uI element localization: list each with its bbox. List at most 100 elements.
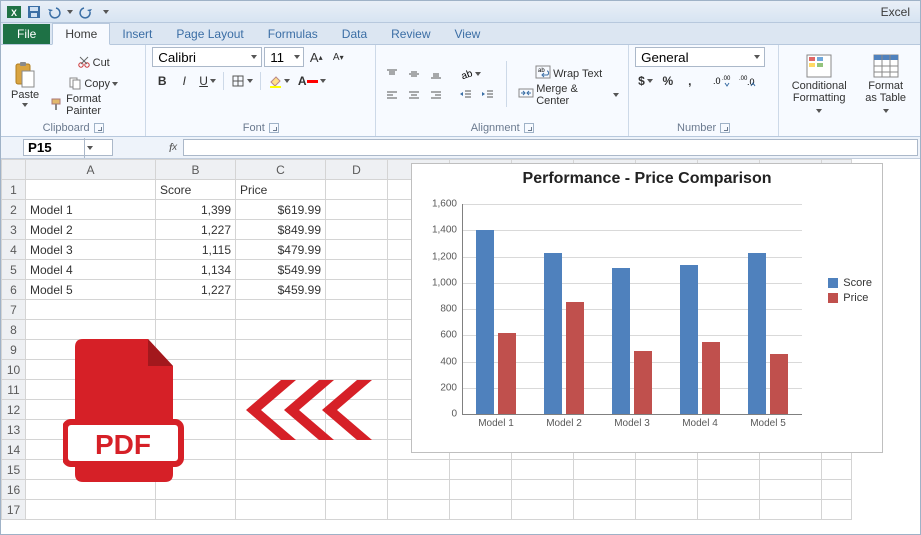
cell-B7[interactable] [156, 300, 236, 320]
cell-K16[interactable] [760, 480, 822, 500]
tab-insert[interactable]: Insert [110, 24, 164, 44]
cell-I15[interactable] [636, 460, 698, 480]
bold-button[interactable]: B [152, 71, 172, 91]
row-header-12[interactable]: 12 [2, 400, 26, 420]
cell-A6[interactable]: Model 5 [26, 280, 156, 300]
undo-dropdown[interactable] [65, 2, 75, 22]
align-middle-button[interactable] [404, 64, 424, 84]
cell-K17[interactable] [760, 500, 822, 520]
worksheet-grid[interactable]: ABCDEFGHIJKL1ScorePrice2Model 11,399$619… [1, 159, 920, 534]
col-header-A[interactable]: A [26, 160, 156, 180]
cell-C17[interactable] [236, 500, 326, 520]
font-dialog-launcher[interactable] [269, 123, 279, 133]
cell-B4[interactable]: 1,115 [156, 240, 236, 260]
cell-H17[interactable] [574, 500, 636, 520]
grow-font-button[interactable]: A▴ [306, 47, 326, 67]
font-name-combo[interactable] [152, 47, 262, 67]
cell-J16[interactable] [698, 480, 760, 500]
font-name-input[interactable] [156, 49, 249, 66]
cell-D9[interactable] [326, 340, 388, 360]
decrease-indent-button[interactable] [456, 85, 476, 105]
border-button[interactable] [228, 71, 256, 91]
cell-H15[interactable] [574, 460, 636, 480]
cell-B3[interactable]: 1,227 [156, 220, 236, 240]
row-header-16[interactable]: 16 [2, 480, 26, 500]
cell-L16[interactable] [822, 480, 852, 500]
cell-C9[interactable] [236, 340, 326, 360]
cell-D6[interactable] [326, 280, 388, 300]
font-color-button[interactable]: A [295, 71, 329, 91]
cell-C16[interactable] [236, 480, 326, 500]
cell-A7[interactable] [26, 300, 156, 320]
cell-F16[interactable] [450, 480, 512, 500]
orientation-button[interactable]: ab [456, 64, 484, 84]
cell-G17[interactable] [512, 500, 574, 520]
cell-I17[interactable] [636, 500, 698, 520]
cut-button[interactable]: Cut [47, 53, 139, 73]
format-painter-button[interactable]: Format Painter [47, 95, 139, 115]
cell-D1[interactable] [326, 180, 388, 200]
cell-B5[interactable]: 1,134 [156, 260, 236, 280]
col-header-B[interactable]: B [156, 160, 236, 180]
cell-F17[interactable] [450, 500, 512, 520]
number-format-combo[interactable] [635, 47, 765, 67]
cell-C1[interactable]: Price [236, 180, 326, 200]
cell-D16[interactable] [326, 480, 388, 500]
cell-H16[interactable] [574, 480, 636, 500]
cell-D3[interactable] [326, 220, 388, 240]
row-header-8[interactable]: 8 [2, 320, 26, 340]
cell-A4[interactable]: Model 3 [26, 240, 156, 260]
cell-D4[interactable] [326, 240, 388, 260]
cell-K15[interactable] [760, 460, 822, 480]
tab-review[interactable]: Review [379, 24, 442, 44]
cell-C4[interactable]: $479.99 [236, 240, 326, 260]
row-header-14[interactable]: 14 [2, 440, 26, 460]
cell-D8[interactable] [326, 320, 388, 340]
cell-C5[interactable]: $549.99 [236, 260, 326, 280]
name-box-input[interactable] [24, 140, 84, 155]
name-box-dropdown[interactable] [84, 138, 94, 158]
cell-C2[interactable]: $619.99 [236, 200, 326, 220]
select-all-corner[interactable] [2, 160, 26, 180]
row-header-1[interactable]: 1 [2, 180, 26, 200]
redo-icon[interactable] [77, 3, 95, 21]
cell-I16[interactable] [636, 480, 698, 500]
row-header-17[interactable]: 17 [2, 500, 26, 520]
name-box[interactable] [23, 139, 113, 156]
align-bottom-button[interactable] [426, 64, 446, 84]
fill-color-button[interactable] [265, 71, 293, 91]
qat-customize-icon[interactable] [97, 3, 115, 21]
alignment-dialog-launcher[interactable] [524, 123, 534, 133]
cell-D2[interactable] [326, 200, 388, 220]
align-left-button[interactable] [382, 85, 402, 105]
number-dialog-launcher[interactable] [720, 123, 730, 133]
wrap-text-button[interactable]: ab Wrap Text [515, 64, 622, 84]
cell-E16[interactable] [388, 480, 450, 500]
accounting-format-button[interactable]: $ [635, 71, 656, 91]
col-header-D[interactable]: D [326, 160, 388, 180]
clipboard-dialog-launcher[interactable] [94, 123, 104, 133]
cell-C7[interactable] [236, 300, 326, 320]
row-header-5[interactable]: 5 [2, 260, 26, 280]
row-header-11[interactable]: 11 [2, 380, 26, 400]
merge-center-button[interactable]: Merge & Center [515, 85, 622, 105]
row-header-6[interactable]: 6 [2, 280, 26, 300]
cell-L15[interactable] [822, 460, 852, 480]
comma-format-button[interactable]: , [680, 71, 700, 91]
cell-G16[interactable] [512, 480, 574, 500]
cell-C6[interactable]: $459.99 [236, 280, 326, 300]
font-size-combo[interactable] [264, 47, 304, 67]
cell-B17[interactable] [156, 500, 236, 520]
format-as-table-button[interactable]: Formatas Table [857, 50, 914, 118]
row-header-3[interactable]: 3 [2, 220, 26, 240]
cell-D5[interactable] [326, 260, 388, 280]
row-header-13[interactable]: 13 [2, 420, 26, 440]
undo-icon[interactable] [45, 3, 63, 21]
cell-A5[interactable]: Model 4 [26, 260, 156, 280]
row-header-9[interactable]: 9 [2, 340, 26, 360]
row-header-4[interactable]: 4 [2, 240, 26, 260]
cell-C3[interactable]: $849.99 [236, 220, 326, 240]
conditional-formatting-button[interactable]: ConditionalFormatting [785, 50, 853, 118]
cell-B6[interactable]: 1,227 [156, 280, 236, 300]
paste-button[interactable]: Paste [7, 59, 43, 108]
